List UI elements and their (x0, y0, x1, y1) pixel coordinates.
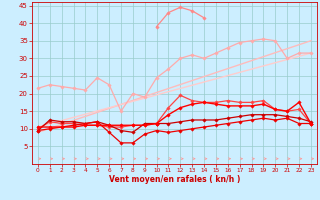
X-axis label: Vent moyen/en rafales ( kn/h ): Vent moyen/en rafales ( kn/h ) (109, 175, 240, 184)
